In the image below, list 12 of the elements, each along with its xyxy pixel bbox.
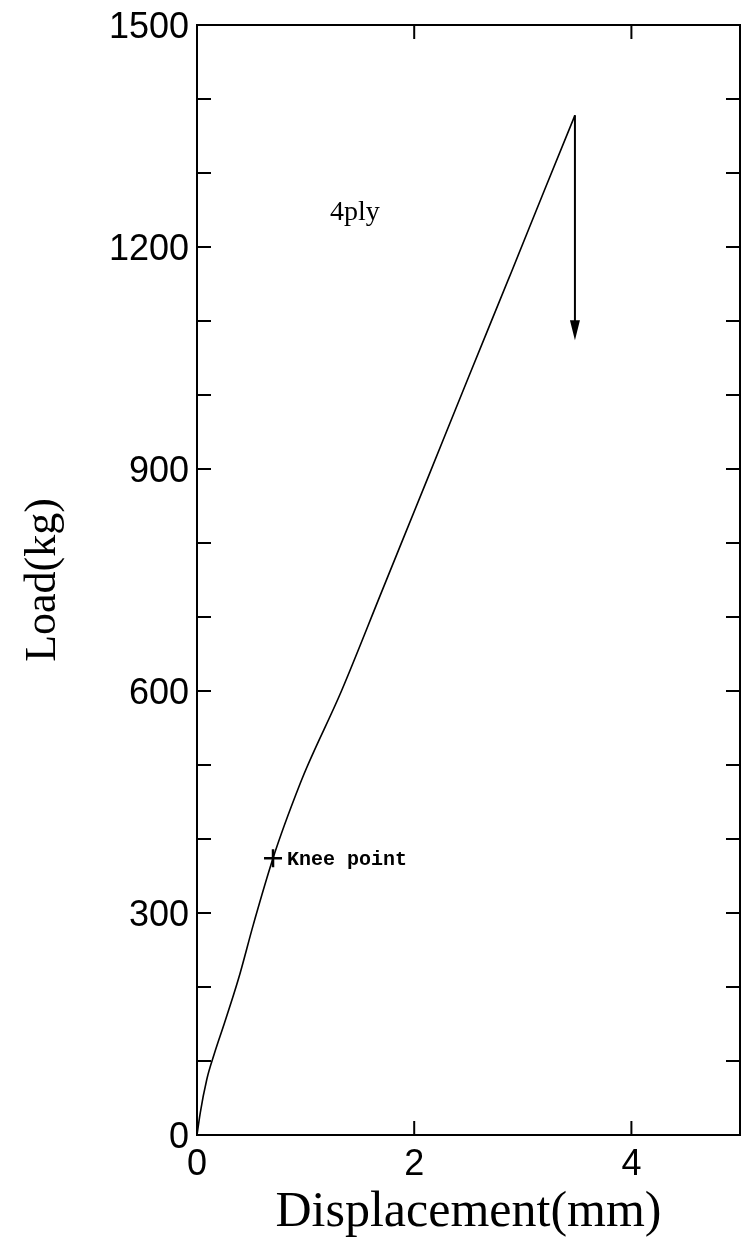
y-tick-label: 0 [168, 1114, 189, 1156]
annotation: 4ply [330, 195, 380, 226]
x-axis-title: Displacement(mm) [275, 1181, 662, 1237]
x-tick-label: 2 [404, 1142, 425, 1183]
x-tick-label: 4 [621, 1142, 642, 1183]
y-tick-label: 900 [128, 448, 189, 490]
y-tick-label: 300 [128, 892, 189, 934]
y-tick-label: 1500 [108, 4, 189, 46]
annotation: Knee point [287, 848, 408, 872]
y-tick-label: 600 [128, 670, 189, 712]
y-axis-title: Load(kg) [16, 498, 65, 662]
y-tick-label: 1200 [108, 226, 189, 268]
